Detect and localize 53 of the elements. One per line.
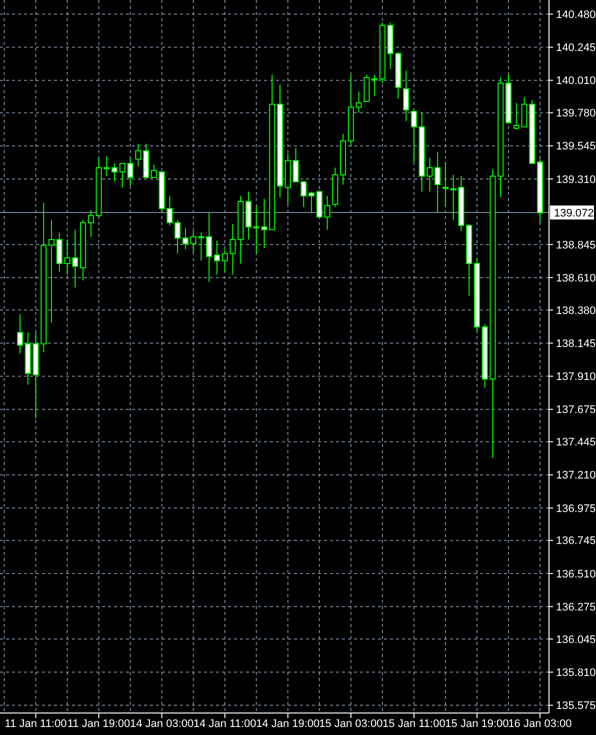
candlestick (112, 162, 118, 182)
x-tick-label: 16 Jan 03:00 (508, 718, 572, 730)
x-tick-label: 11 Jan 11:00 (4, 718, 67, 730)
y-tick-label: 135.575 (556, 700, 596, 712)
y-tick-label: 139.780 (556, 108, 596, 120)
x-tick-label: 15 Jan 03:00 (319, 718, 383, 730)
candlestick (56, 232, 62, 272)
y-tick-label: 136.975 (556, 502, 596, 515)
y-tick-label: 139.310 (556, 174, 596, 186)
x-tick-label: 15 Jan 19:00 (445, 718, 509, 730)
y-tick-label: 137.910 (556, 371, 596, 384)
candlestick (403, 70, 410, 122)
candlestick (206, 212, 212, 282)
y-tick-label: 136.745 (556, 535, 596, 548)
candlestick (372, 74, 378, 96)
y-tick-label: 137.675 (556, 404, 596, 416)
candlestick (127, 157, 134, 186)
y-tick-label: 140.010 (556, 75, 596, 88)
candlestick (119, 162, 126, 188)
y-tick-label: 136.275 (556, 601, 596, 614)
y-tick-label: 136.045 (556, 634, 596, 646)
y-tick-label: 138.845 (556, 239, 596, 252)
candlestick (356, 91, 362, 114)
candlestick (17, 314, 23, 354)
y-tick-label: 138.380 (556, 304, 596, 317)
candlestick (364, 74, 370, 102)
x-tick-label: 14 Jan 03:00 (130, 718, 194, 730)
candlestick (182, 228, 188, 250)
candlestick (308, 191, 315, 214)
candlestick (410, 110, 417, 163)
candlestick (214, 240, 220, 276)
y-tick-label: 139.545 (556, 140, 596, 153)
y-tick-label: 135.810 (556, 666, 596, 679)
x-tick-label: 14 Jan 19:00 (256, 718, 320, 730)
ref-line-label: 139.072 (554, 207, 594, 220)
candlestick (150, 164, 157, 178)
y-tick-label: 140.480 (556, 8, 596, 21)
candlestick (48, 219, 55, 324)
candlestick (135, 143, 142, 167)
candlestick (174, 219, 181, 254)
candlestick (88, 209, 94, 238)
x-tick-label: 14 Jan 11:00 (193, 718, 256, 730)
x-tick-label: 15 Jan 11:00 (382, 718, 446, 730)
y-tick-label: 138.610 (556, 272, 596, 284)
y-tick-label: 137.210 (556, 470, 596, 482)
candlestick (442, 162, 448, 208)
candlestick (324, 195, 330, 230)
candlestick (434, 152, 441, 214)
x-tick-label: 11 Jan 19:00 (67, 718, 130, 730)
y-tick-label: 138.145 (556, 338, 596, 350)
y-tick-label: 136.510 (556, 568, 596, 580)
y-tick-label: 137.445 (556, 436, 596, 449)
y-tick-label: 140.245 (556, 42, 596, 54)
